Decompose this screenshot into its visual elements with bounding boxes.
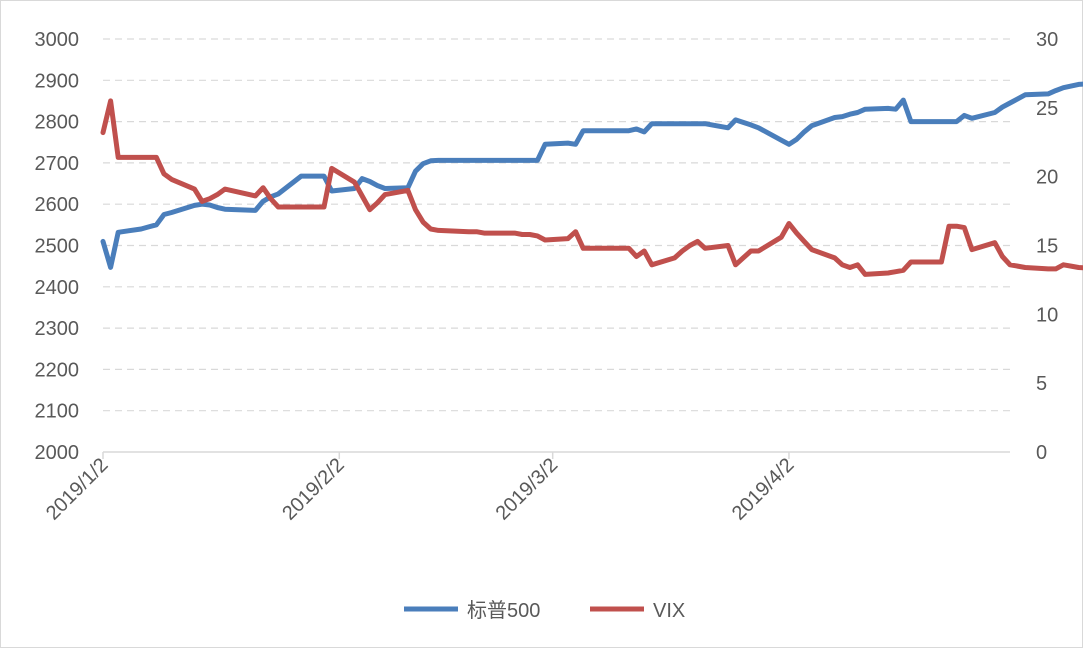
y-left-tick-label: 2200	[35, 359, 80, 381]
y-left-tick-label: 2100	[35, 401, 80, 423]
y-right-tick-label: 5	[1036, 373, 1047, 395]
y-left-tick-label: 2300	[35, 318, 80, 340]
y-right-tick-label: 10	[1036, 304, 1058, 326]
x-tick-label: 2019/3/2	[492, 454, 563, 525]
y-left-tick-label: 2400	[35, 277, 80, 299]
x-axis: 2019/1/2 2019/2/2 2019/3/2 2019/4/2	[42, 451, 1010, 525]
y-axis-right: 0 5 10 15 20 25 30	[1036, 29, 1058, 464]
y-left-tick-label: 2000	[35, 442, 80, 464]
y-right-tick-label: 25	[1036, 98, 1058, 120]
y-left-tick-label: 2700	[35, 153, 80, 175]
y-left-tick-label: 2800	[35, 112, 80, 134]
x-tick-label: 2019/4/2	[728, 454, 799, 525]
y-left-tick-label: 2500	[35, 236, 80, 258]
legend-label-vix: VIX	[653, 600, 685, 622]
y-right-tick-label: 15	[1036, 236, 1058, 258]
series-line-vix	[100, 98, 1083, 277]
legend-label-sp500: 标普500	[467, 599, 540, 622]
gridlines	[103, 38, 1010, 412]
y-axis-left: 2000 2100 2200 2300 2400 2500 2600 2700 2800 2900…	[35, 29, 80, 464]
y-left-tick-label: 2600	[35, 194, 80, 216]
y-left-tick-label: 2900	[35, 70, 80, 92]
series-line-sp500	[100, 81, 1083, 270]
y-right-tick-label: 30	[1036, 29, 1058, 51]
y-right-tick-label: 20	[1036, 167, 1058, 189]
x-tick-label: 2019/1/2	[42, 454, 113, 525]
x-tick-label: 2019/2/2	[278, 454, 349, 525]
y-right-tick-label: 0	[1036, 442, 1047, 464]
series-layer	[100, 81, 1083, 277]
legend: 标普500 VIX	[404, 599, 685, 622]
y-left-tick-label: 3000	[35, 29, 80, 51]
